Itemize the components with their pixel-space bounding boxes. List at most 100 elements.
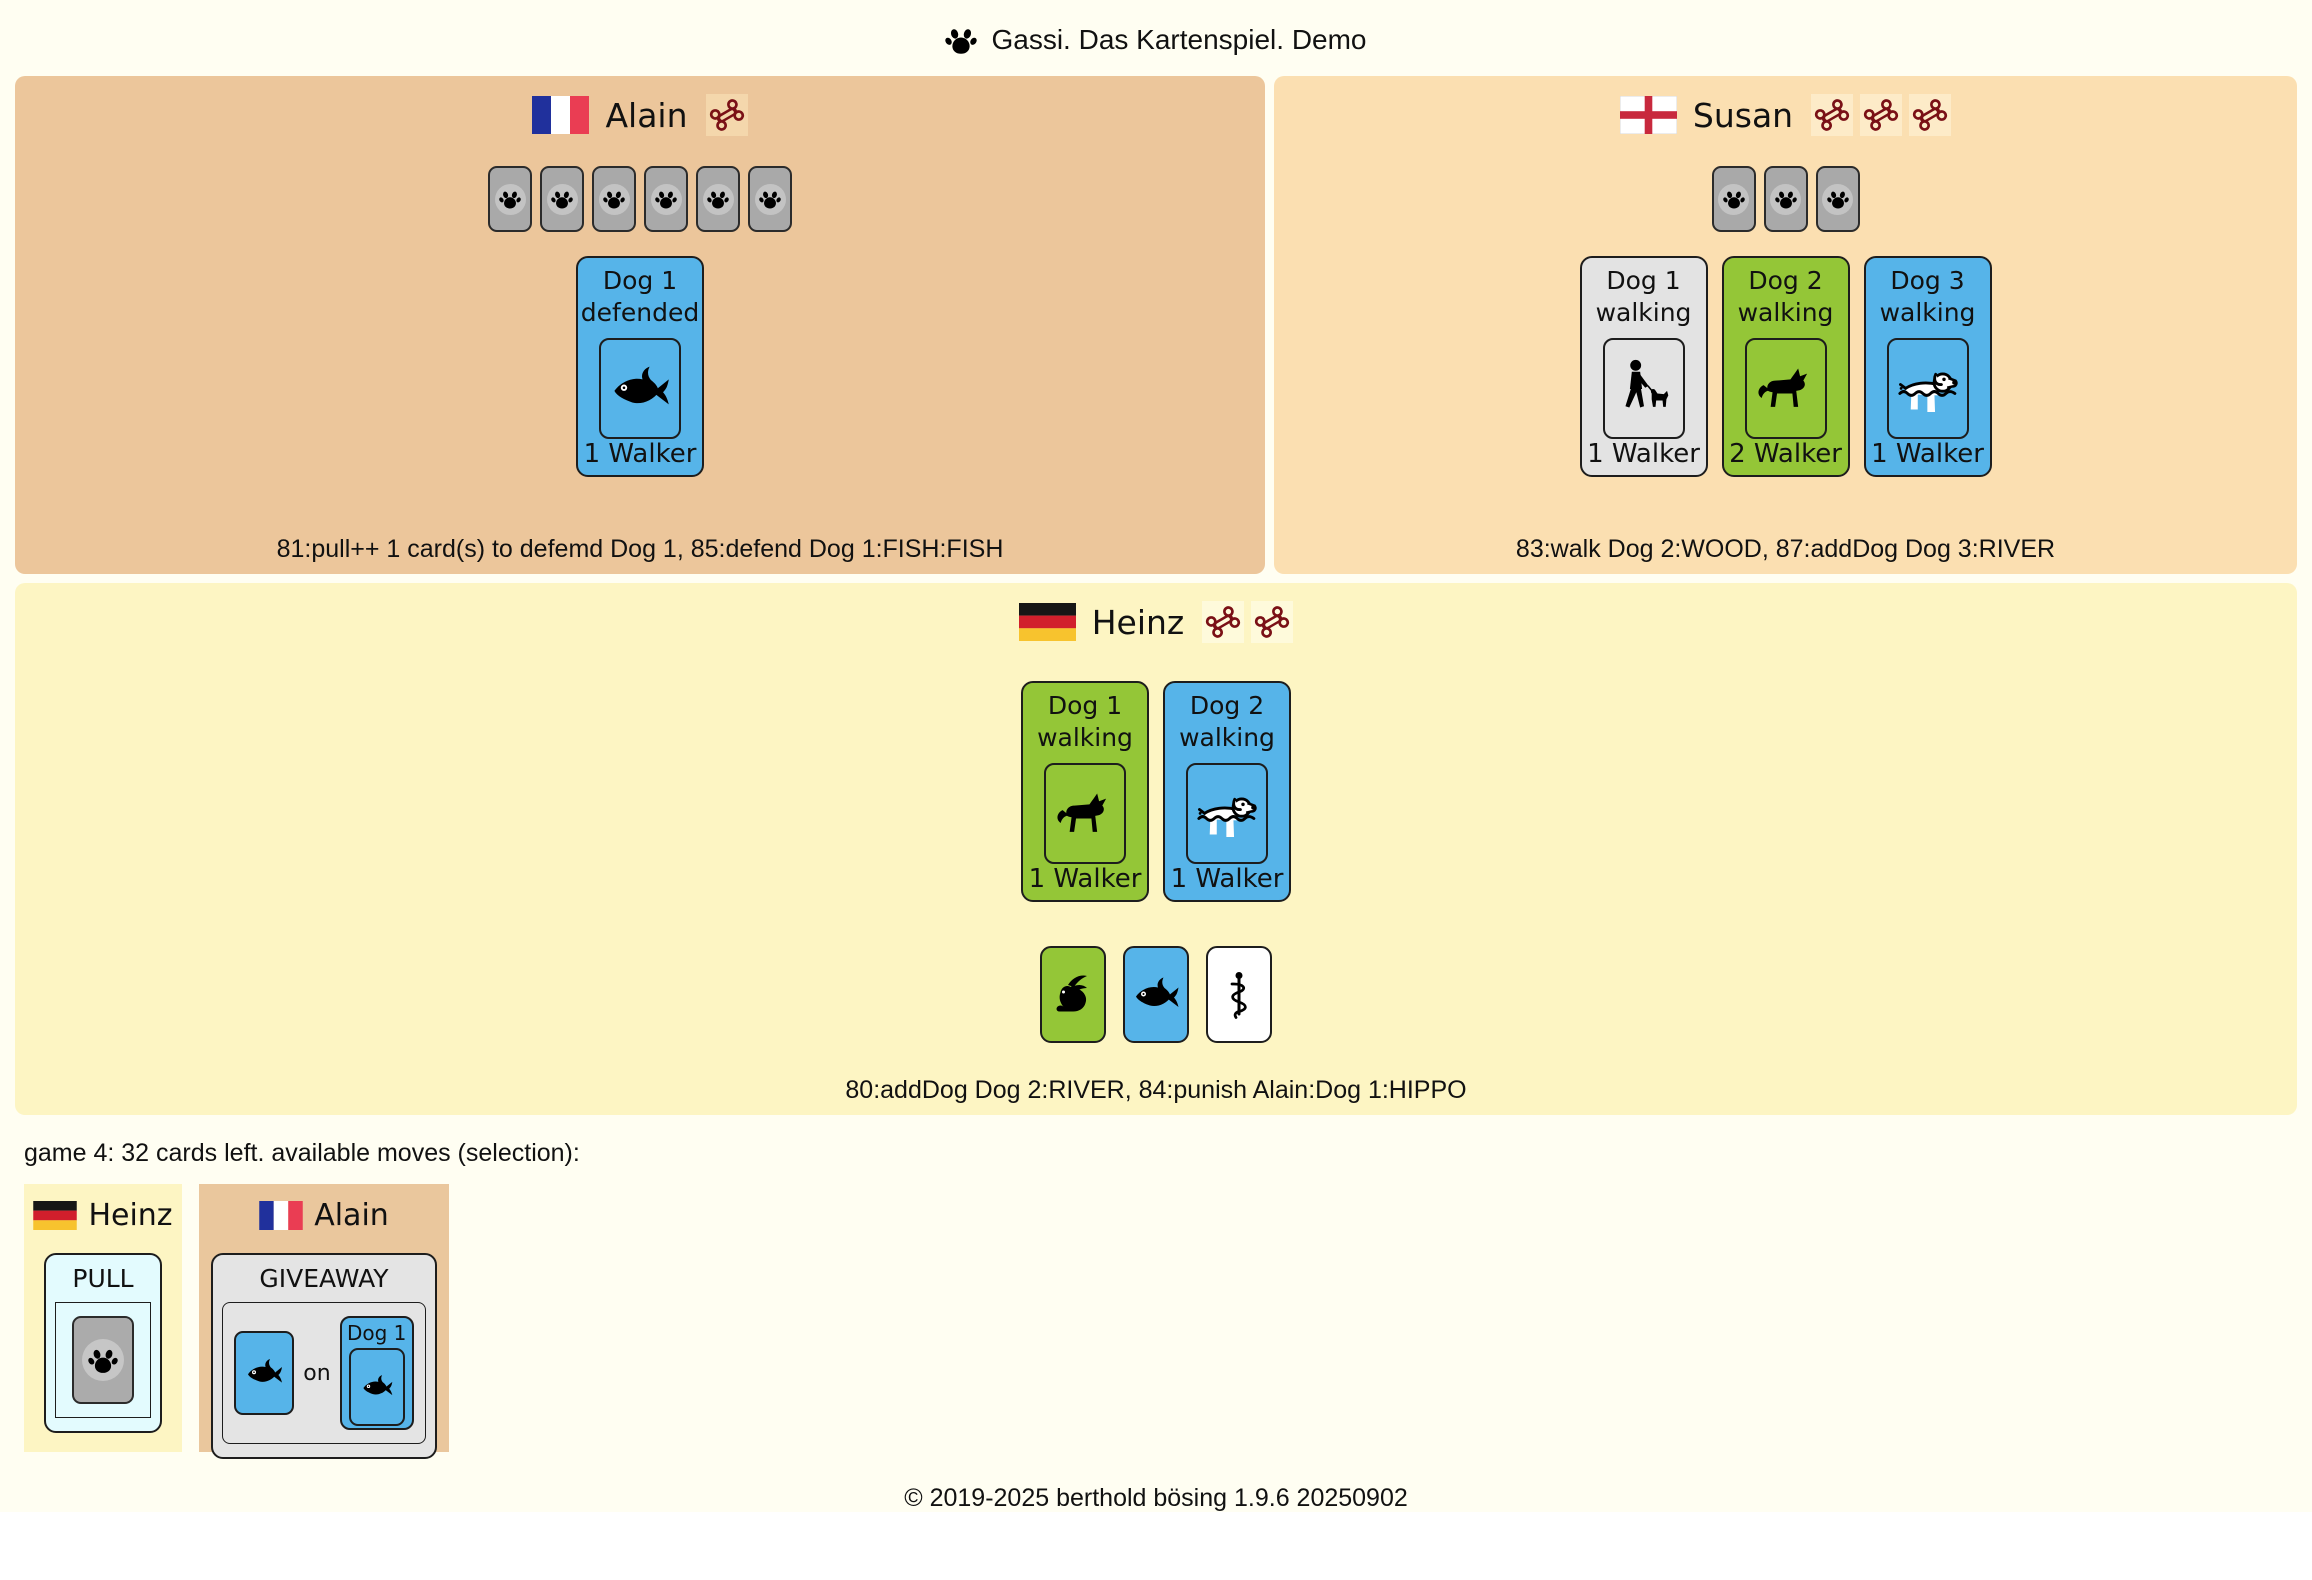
hidden-card bbox=[644, 166, 688, 232]
moves-section: game 4: 32 cards left. available moves (… bbox=[24, 1139, 2312, 1459]
dog-card-title: Dog 3 bbox=[1890, 266, 1965, 295]
dog-card-state: defended bbox=[580, 298, 700, 327]
move-player-name: Alain bbox=[314, 1198, 389, 1233]
bone-icon bbox=[1860, 94, 1903, 136]
move-player-name: Heinz bbox=[88, 1198, 173, 1233]
player-name: Susan bbox=[1692, 95, 1794, 135]
fish-icon bbox=[614, 366, 669, 404]
dog-card-icon-box bbox=[1186, 763, 1268, 864]
player-area-heinz: Heinz Dog 1 walking 1 Walker Dog 2 walki… bbox=[15, 583, 2297, 1115]
target-inner-card bbox=[348, 1348, 405, 1426]
paw-icon bbox=[494, 183, 526, 215]
paw-icon bbox=[945, 28, 978, 54]
fish-icon bbox=[363, 1375, 393, 1396]
hand-cards-heinz bbox=[1040, 946, 1272, 1043]
france-flag-icon bbox=[259, 1201, 303, 1230]
move-action-label: PULL bbox=[72, 1264, 134, 1293]
dog-cards-alain: Dog 1 defended 1 Walker bbox=[576, 256, 704, 477]
dog-card-state: walking bbox=[1879, 298, 1976, 327]
swimming-dog-icon bbox=[1197, 797, 1257, 838]
dog-card-state: walking bbox=[1037, 723, 1133, 752]
paw-icon bbox=[1822, 183, 1853, 215]
dog-card-icon-box bbox=[599, 338, 681, 439]
giveaway-card-frame: on Dog 1 bbox=[222, 1302, 426, 1444]
dog-card-icon-box bbox=[1044, 763, 1126, 864]
dog-card-heinz-2[interactable]: Dog 2 walking 1 Walker bbox=[1163, 681, 1291, 902]
paw-icon bbox=[82, 1339, 124, 1381]
player-header-alain: Alain bbox=[532, 94, 748, 136]
fish-icon bbox=[1136, 977, 1179, 1007]
dog-icon bbox=[1757, 368, 1807, 407]
pull-card-frame bbox=[55, 1302, 151, 1418]
asclepius-icon bbox=[1230, 970, 1247, 1019]
dog-card-alain-1[interactable]: Dog 1 defended 1 Walker bbox=[576, 256, 704, 477]
giveaway-fish-card bbox=[234, 1331, 295, 1415]
hidden-card bbox=[748, 166, 792, 232]
app-title: Gassi. Das Kartenspiel. Demo bbox=[991, 24, 1367, 55]
germany-flag-icon bbox=[33, 1201, 78, 1230]
move-panel-heinz: Heinz PULL bbox=[24, 1184, 182, 1452]
walker-count: 1 Walker bbox=[583, 439, 697, 469]
bone-icon bbox=[1909, 94, 1952, 136]
dog-card-icon-box bbox=[1744, 338, 1827, 439]
bone-icon bbox=[1202, 601, 1245, 643]
dog-card-susan-2[interactable]: Dog 2 walking 2 Walker bbox=[1721, 256, 1850, 477]
hand-card-rabbit[interactable] bbox=[1040, 946, 1106, 1043]
dog-card-title: Dog 1 bbox=[602, 266, 678, 295]
dog-card-icon-box bbox=[1602, 338, 1685, 439]
dog-card-state: walking bbox=[1595, 298, 1692, 327]
dog-card-susan-1[interactable]: Dog 1 walking 1 Walker bbox=[1579, 256, 1708, 477]
status-line-heinz: 80:addDog Dog 2:RIVER, 84:punish Alain:D… bbox=[845, 1076, 1467, 1104]
player-area-susan: Susan Dog 1 walking bbox=[1274, 76, 2297, 574]
hand-card-fish[interactable] bbox=[1123, 946, 1189, 1043]
dog-card-state: walking bbox=[1179, 723, 1275, 752]
paw-icon bbox=[650, 183, 682, 215]
dog-card-heinz-1[interactable]: Dog 1 walking 1 Walker bbox=[1021, 681, 1149, 902]
player-name: Heinz bbox=[1091, 602, 1185, 642]
app-title-row: Gassi. Das Kartenspiel. Demo bbox=[0, 20, 2312, 60]
hidden-card bbox=[1763, 166, 1808, 232]
giveaway-target-dog-card: Dog 1 bbox=[339, 1316, 414, 1430]
france-flag-icon bbox=[532, 96, 590, 134]
giveaway-move-box[interactable]: GIVEAWAY on Dog 1 bbox=[211, 1253, 437, 1459]
status-line-susan: 83:walk Dog 2:WOOD, 87:addDog Dog 3:RIVE… bbox=[1515, 535, 2056, 563]
move-connector: on bbox=[303, 1360, 331, 1386]
swimming-dog-icon bbox=[1897, 372, 1958, 413]
dog-icon bbox=[1057, 793, 1107, 832]
rabbit-icon bbox=[1056, 974, 1087, 1011]
walker-count: 2 Walker bbox=[1729, 439, 1842, 469]
germany-flag-icon bbox=[1018, 603, 1076, 641]
dog-card-title: Dog 2 bbox=[1189, 691, 1265, 720]
move-panel-alain: Alain GIVEAWAY on Dog 1 bbox=[199, 1184, 449, 1459]
moves-header: game 4: 32 cards left. available moves (… bbox=[24, 1139, 580, 1167]
dog-cards-susan: Dog 1 walking 1 Walker Dog 2 walking 2 W… bbox=[1579, 256, 1992, 477]
hidden-card bbox=[592, 166, 636, 232]
move-action-label: GIVEAWAY bbox=[259, 1264, 389, 1293]
hidden-card bbox=[696, 166, 740, 232]
england-flag-icon bbox=[1619, 96, 1677, 134]
player-area-alain: Alain Dog 1 defended bbox=[15, 76, 1265, 574]
walker-count: 1 Walker bbox=[1170, 864, 1284, 894]
hidden-card bbox=[72, 1316, 134, 1404]
paw-icon bbox=[702, 183, 734, 215]
move-panels: Heinz PULL Alain GIVEAWAY bbox=[24, 1184, 2312, 1459]
walker-count: 1 Walker bbox=[1871, 439, 1984, 469]
hidden-card bbox=[488, 166, 532, 232]
game-app: Gassi. Das Kartenspiel. Demo Alain bbox=[0, 0, 2312, 1512]
fish-icon bbox=[248, 1359, 283, 1383]
pull-move-box[interactable]: PULL bbox=[44, 1253, 162, 1433]
opponents-row: Alain Dog 1 defended bbox=[15, 76, 2297, 574]
paw-icon bbox=[598, 183, 630, 215]
player-name: Alain bbox=[605, 95, 688, 135]
dog-card-state: walking bbox=[1737, 298, 1834, 327]
copyright-footer: © 2019-2025 berthold bösing 1.9.6 202509… bbox=[904, 1484, 1408, 1512]
hidden-cards-susan bbox=[1711, 166, 1860, 232]
paw-icon bbox=[1770, 183, 1801, 215]
paw-icon bbox=[546, 183, 578, 215]
dog-card-title: Dog 1 bbox=[1047, 691, 1123, 720]
hidden-cards-alain bbox=[488, 166, 792, 232]
dog-card-susan-3[interactable]: Dog 3 walking 1 Walker bbox=[1863, 256, 1992, 477]
hand-card-asclepius[interactable] bbox=[1206, 946, 1272, 1043]
bone-score-alain bbox=[705, 94, 748, 136]
status-line-alain: 81:pull++ 1 card(s) to defemd Dog 1, 85:… bbox=[276, 535, 1004, 563]
